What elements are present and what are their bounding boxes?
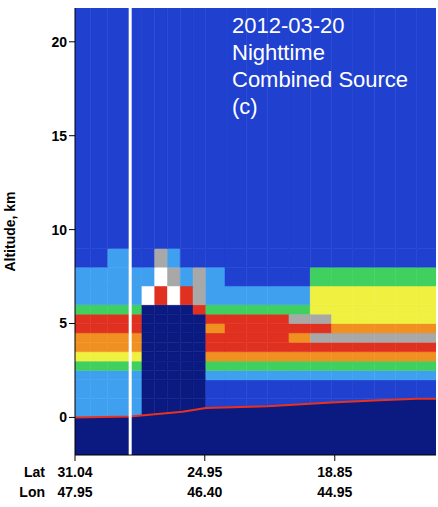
svg-text:44.95: 44.95: [317, 484, 352, 500]
svg-text:15: 15: [51, 128, 67, 144]
html-text:(c): (c): [232, 94, 258, 119]
svg-text:20: 20: [51, 34, 67, 50]
html-text:Combined Source: Combined Source: [232, 67, 409, 92]
svg-text:Lat: Lat: [24, 464, 45, 480]
svg-text:18.85: 18.85: [317, 464, 352, 480]
html-text:Nighttime: Nighttime: [232, 40, 325, 65]
svg-text:31.04: 31.04: [57, 464, 92, 480]
svg-text:24.95: 24.95: [187, 464, 222, 480]
html-text:2012-03-20: 2012-03-20: [232, 13, 345, 38]
svg-text:46.40: 46.40: [187, 484, 222, 500]
svg-text:0: 0: [59, 409, 67, 425]
svg-text:47.95: 47.95: [57, 484, 92, 500]
svg-text:Lon: Lon: [19, 484, 45, 500]
svg-text:10: 10: [51, 222, 67, 238]
svg-text:Altitude, km: Altitude, km: [2, 191, 18, 271]
svg-text:5: 5: [59, 315, 67, 331]
